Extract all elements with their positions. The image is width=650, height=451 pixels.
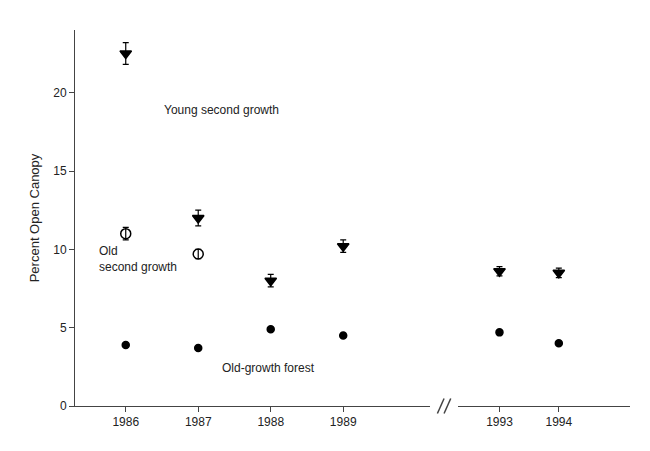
svg-text:Percent Open Canopy: Percent Open Canopy (27, 153, 42, 282)
svg-text:5: 5 (60, 321, 67, 335)
svg-text:0: 0 (60, 399, 67, 413)
svg-text:1988: 1988 (257, 415, 284, 429)
svg-text:1993: 1993 (486, 415, 513, 429)
svg-text:20: 20 (53, 86, 67, 100)
svg-text:1987: 1987 (185, 415, 212, 429)
svg-text:Young second growth: Young second growth (164, 103, 279, 117)
svg-text:1989: 1989 (330, 415, 357, 429)
svg-text:Oldsecond growth: Oldsecond growth (99, 244, 177, 274)
svg-text:1994: 1994 (545, 415, 572, 429)
svg-text:1986: 1986 (112, 415, 139, 429)
svg-text:15: 15 (53, 164, 67, 178)
svg-text:Old-growth forest: Old-growth forest (222, 361, 315, 375)
svg-text:10: 10 (53, 243, 67, 257)
